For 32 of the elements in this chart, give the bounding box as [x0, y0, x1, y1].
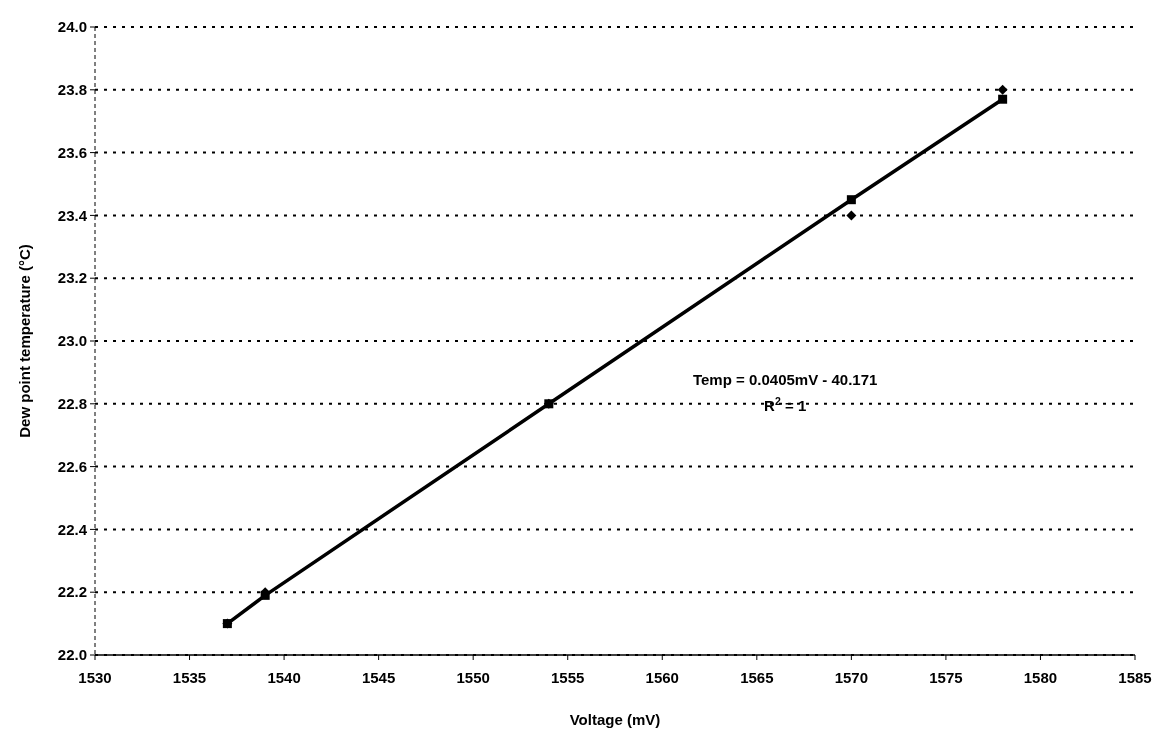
y-tick-label: 22.2 — [57, 583, 87, 601]
y-tick-label: 23.8 — [57, 81, 87, 99]
point — [998, 94, 1008, 104]
x-tick-label: 1560 — [645, 669, 679, 686]
x-tick-label: 1555 — [551, 669, 585, 686]
x-tick-label: 1530 — [78, 669, 112, 686]
x-tick-label: 1575 — [929, 669, 963, 686]
point — [544, 399, 554, 409]
y-tick-label: 22.8 — [57, 395, 87, 413]
y-tick-label: 22.6 — [57, 457, 87, 475]
x-tick-label: 1535 — [172, 669, 207, 686]
x-tick-label: 1545 — [361, 669, 396, 686]
point — [846, 210, 857, 221]
point — [222, 619, 232, 629]
point — [997, 84, 1008, 95]
y-tick-label: 22.4 — [57, 520, 88, 538]
x-axis-title: Voltage (mV) — [569, 711, 661, 728]
x-tick-label: 1540 — [267, 669, 301, 686]
point — [846, 195, 856, 205]
x-tick-label: 1570 — [834, 669, 869, 686]
annotation: Temp = 0.0405mV - 40.171 — [692, 370, 878, 388]
x-tick-label: 1585 — [1118, 669, 1152, 686]
y-tick-label: 23.2 — [57, 269, 87, 287]
y-axis-title: Dew point temperature (°C) — [16, 244, 33, 438]
y-tick-label: 23.6 — [57, 143, 87, 161]
y-tick-label: 22.0 — [57, 646, 87, 664]
x-tick-label: 1550 — [456, 669, 490, 686]
y-tick-label: 23.0 — [57, 332, 87, 350]
x-tick-label: 1565 — [740, 669, 774, 686]
x-tick-label: 1580 — [1023, 669, 1058, 686]
y-tick-label: 24.0 — [57, 18, 87, 36]
y-tick-label: 23.4 — [57, 206, 88, 224]
